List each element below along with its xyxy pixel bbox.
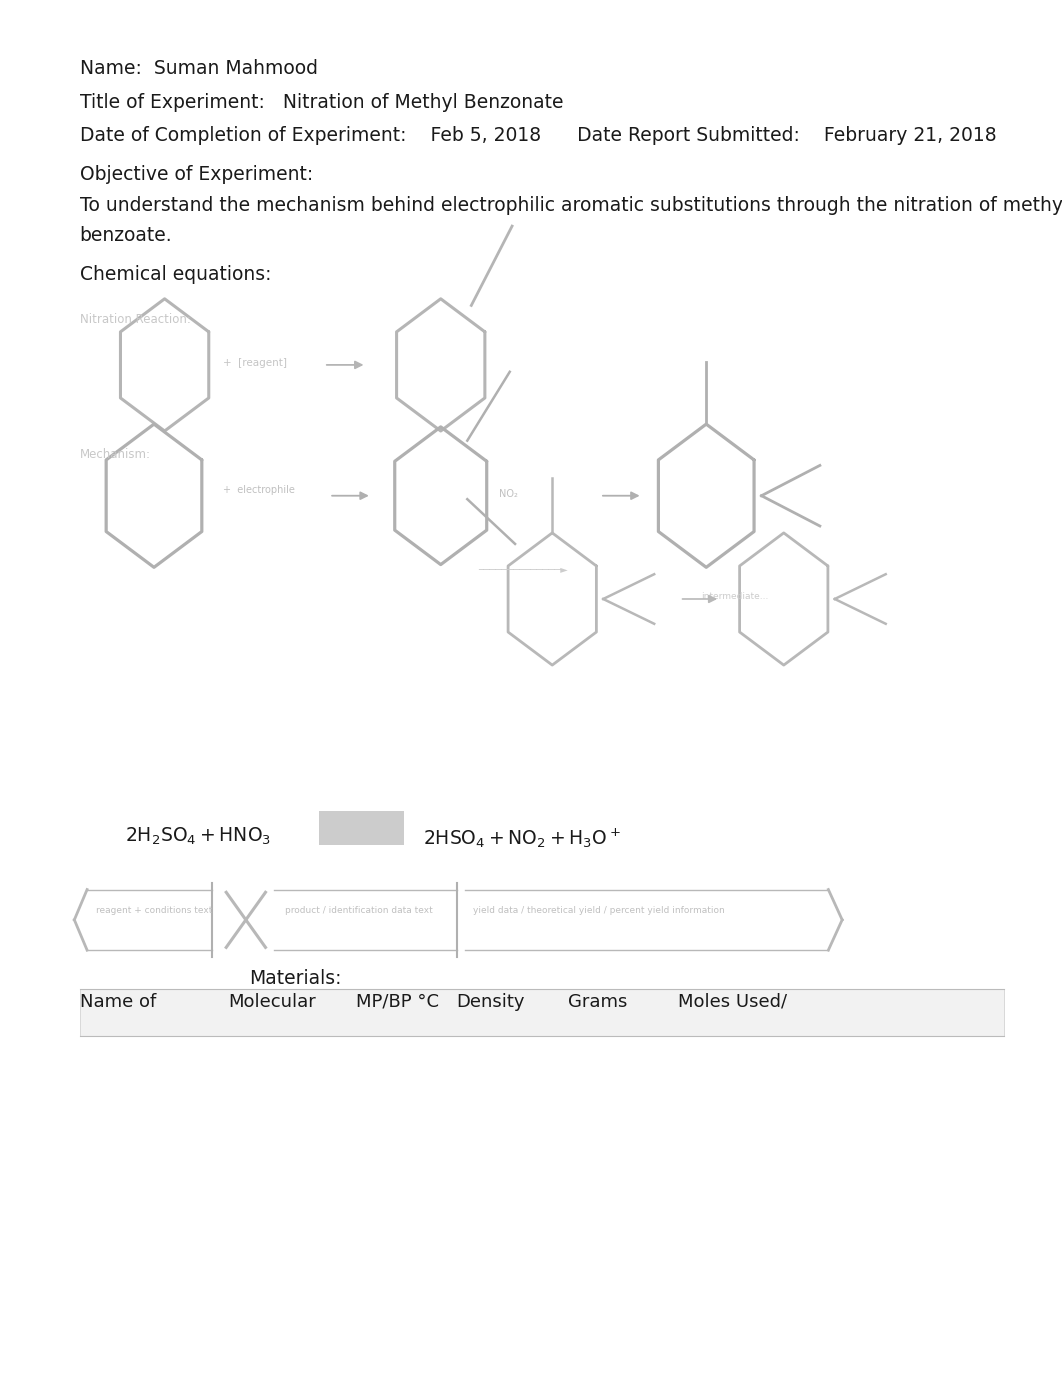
Text: Title of Experiment:   Nitration of Methyl Benzonate: Title of Experiment: Nitration of Methyl… — [80, 92, 563, 112]
Text: ──────────────►: ──────────────► — [478, 565, 568, 574]
Text: product / identification data text: product / identification data text — [285, 906, 432, 916]
Text: MP/BP °C: MP/BP °C — [356, 993, 439, 1011]
Text: Grams: Grams — [568, 993, 628, 1011]
Text: yield data / theoretical yield / percent yield information: yield data / theoretical yield / percent… — [473, 906, 724, 916]
Text: $\mathregular{2HSO_4 + NO_2 + H_3O^+}$: $\mathregular{2HSO_4 + NO_2 + H_3O^+}$ — [423, 826, 620, 850]
Text: reagent + conditions text: reagent + conditions text — [96, 906, 212, 916]
Text: $\mathregular{2H_2SO_4 + HNO_3}$: $\mathregular{2H_2SO_4 + HNO_3}$ — [125, 826, 272, 847]
Text: Date of Completion of Experiment:    Feb 5, 2018      Date Report Submitted:    : Date of Completion of Experiment: Feb 5,… — [80, 125, 996, 145]
Text: benzoate.: benzoate. — [80, 226, 172, 245]
Text: Moles Used/: Moles Used/ — [678, 993, 787, 1011]
Text: Name:  Suman Mahmood: Name: Suman Mahmood — [80, 59, 318, 78]
Text: Density: Density — [457, 993, 526, 1011]
Text: Nitration Reaction:: Nitration Reaction: — [80, 313, 190, 325]
Bar — [319, 811, 404, 845]
Text: Materials:: Materials: — [250, 969, 342, 989]
Text: Objective of Experiment:: Objective of Experiment: — [80, 165, 313, 185]
Text: Name of: Name of — [80, 993, 156, 1011]
Text: To understand the mechanism behind electrophilic aromatic substitutions through : To understand the mechanism behind elect… — [80, 196, 1062, 215]
Text: NO₂: NO₂ — [499, 489, 518, 498]
Text: Mechanism:: Mechanism: — [80, 448, 151, 460]
Bar — [80, 989, 1004, 1036]
Text: Molecular: Molecular — [228, 993, 316, 1011]
Text: +  [reagent]: + [reagent] — [223, 358, 287, 368]
Text: intermediate...: intermediate... — [701, 592, 768, 602]
Text: +  electrophile: + electrophile — [223, 485, 295, 494]
Text: Chemical equations:: Chemical equations: — [80, 266, 271, 284]
